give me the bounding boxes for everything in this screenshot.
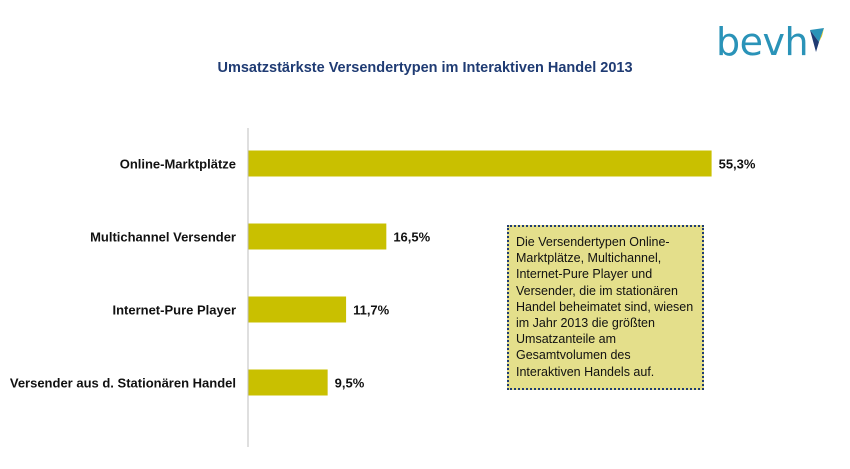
bar <box>248 223 387 250</box>
category-label: Internet-Pure Player <box>112 303 236 318</box>
bevh-logo: bevh <box>716 20 825 64</box>
logo-text: bevh <box>716 20 809 64</box>
data-label: 9,5% <box>335 376 365 391</box>
data-label: 55,3% <box>719 157 756 172</box>
bar <box>248 150 712 177</box>
info-callout: Die Versendertypen Online-Marktplätze, M… <box>507 225 704 390</box>
logo-mark-icon <box>810 28 825 52</box>
callout-text: Die Versendertypen Online-Marktplätze, M… <box>516 235 694 379</box>
data-label: 11,7% <box>353 303 390 318</box>
bar <box>248 296 347 323</box>
category-label: Online-Marktplätze <box>120 157 236 172</box>
category-label: Versender aus d. Stationären Handel <box>10 376 236 391</box>
bar <box>248 369 328 396</box>
data-label: 16,5% <box>393 230 430 245</box>
category-label: Multichannel Versender <box>90 230 236 245</box>
chart-title: Umsatzstärkste Versendertypen im Interak… <box>217 60 633 76</box>
